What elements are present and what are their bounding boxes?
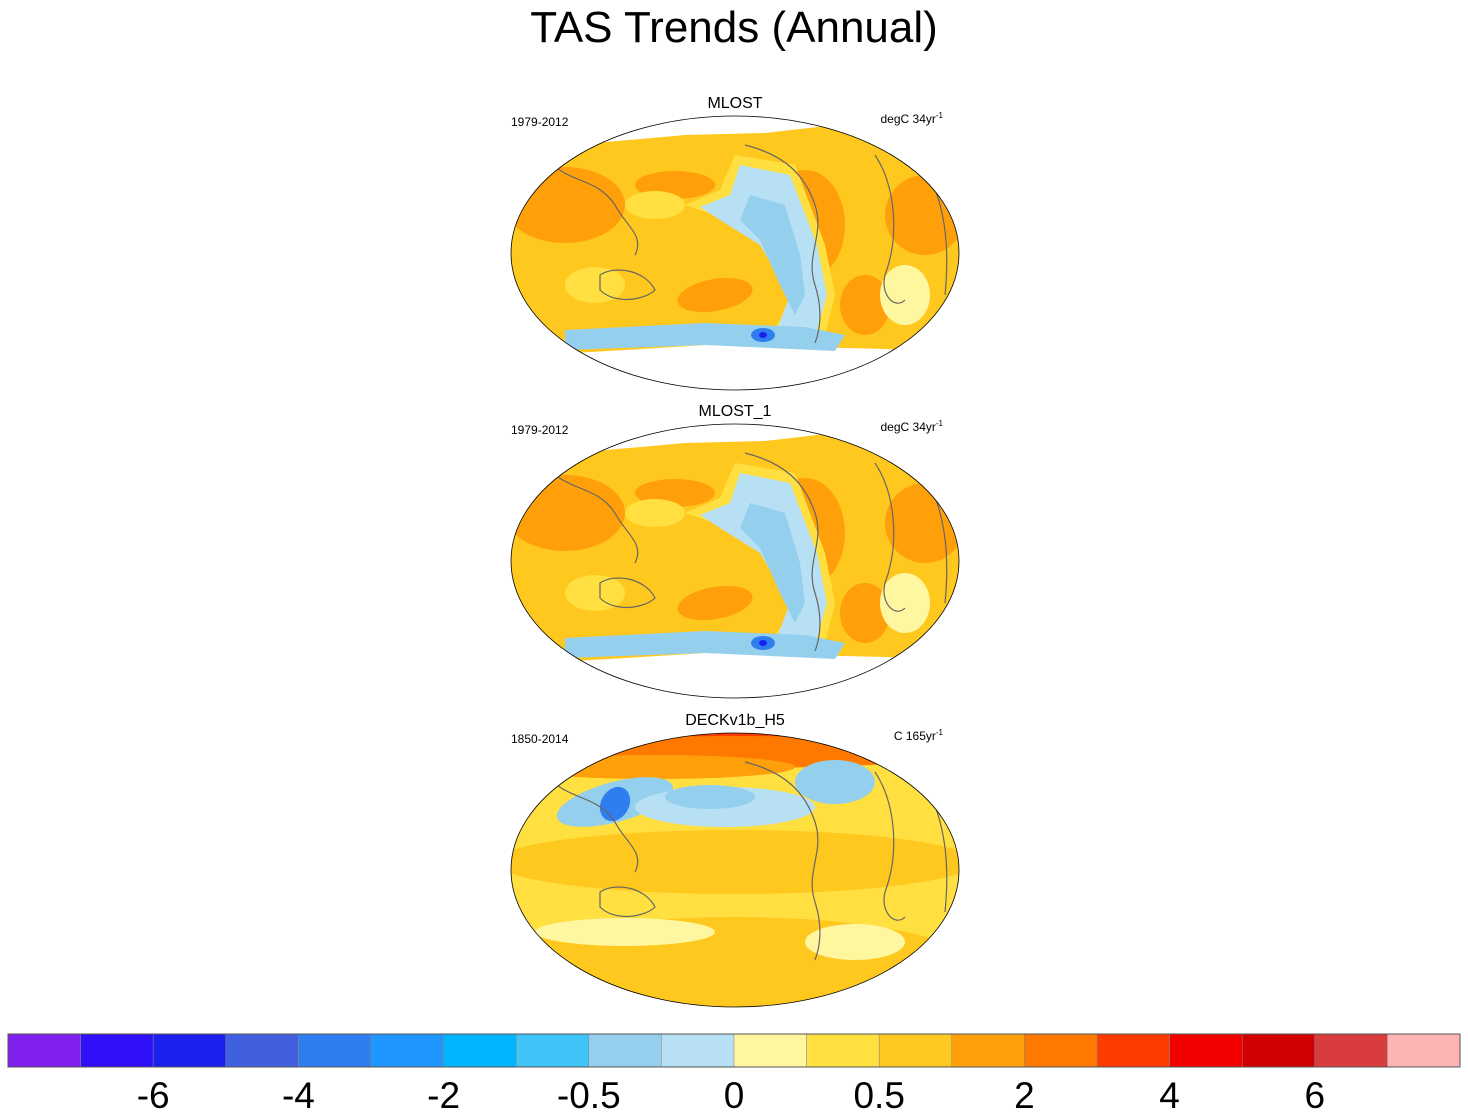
warming-patch-atlantic [840,583,890,643]
colorbar-swatch [7,1033,81,1068]
colorbar-label: -4 [282,1075,315,1116]
map-panel-mlost: MLOST 1979-2012 degC 34yr-1 [505,95,965,400]
map-border [510,423,960,699]
colorbar-frame [7,1033,1461,1068]
panel-units: degC 34yr-1 [880,419,944,434]
map-panel-mlost-1: MLOST_1 1979-2012 degC 34yr-1 [505,403,965,708]
colorbar-swatch [515,1033,590,1068]
mild-warming-pacific [625,499,685,527]
panel-period: 1850-2014 [511,732,569,746]
panel-title: MLOST [707,95,763,112]
cooling-pacific-core [740,195,805,315]
colorbar-swatch [661,1033,735,1068]
colorbar-swatch [1169,1033,1243,1068]
strong-cooling-core [759,640,767,646]
weak-warming-south-atlantic [805,924,905,960]
missing-data-south [511,345,959,390]
colorbar-swatch [1241,1033,1316,1068]
map-mlost [510,115,960,391]
colorbar-swatch [1314,1033,1388,1068]
missing-data-south [511,653,959,698]
cooling-north-pacific-core [665,785,755,809]
weak-warming-south-indian [535,918,715,946]
map-border [510,115,960,391]
colorbar-swatch [443,1033,517,1068]
warming-patch-south-pacific [677,277,753,313]
weak-warming-south-atlantic [880,265,930,325]
panel-period: 1979-2012 [511,115,569,129]
colorbar-label: 2 [1014,1075,1035,1116]
colorbar-label: -2 [427,1075,460,1116]
colorbar-swatch [1024,1033,1098,1068]
warming-patch-europe [885,175,959,255]
colorbar-swatch [298,1033,372,1068]
mild-warming-pacific [625,191,685,219]
colorbar-swatch [733,1033,807,1068]
colorbar-swatch [1387,1033,1461,1068]
colorbar-swatch [588,1033,662,1068]
map-deckv1b-h5 [510,732,960,1008]
warming-subarctic [515,755,795,779]
colorbar-label: 4 [1159,1075,1180,1116]
colorbar-swatch [1096,1033,1170,1068]
colorbar: -6 -4 -2 -0.5 0 0.5 2 4 6 [7,1033,1461,1116]
warming-patch-eurasia [511,167,625,243]
warming-patch-eurasia [511,475,625,551]
colorbar-swatch [951,1033,1025,1068]
figure-title: TAS Trends (Annual) [530,3,938,52]
cooling-southern-ocean [565,631,845,659]
mild-warming-australia [565,575,625,611]
colorbar-swatch [225,1033,299,1068]
colorbar-swatch [152,1033,227,1068]
colorbar-swatch [806,1033,880,1068]
warming-patch-europe [885,483,959,563]
mild-warming-australia [565,267,625,303]
strong-cooling-core [759,332,767,338]
colorbar-label: -0.5 [557,1075,621,1116]
weak-warming-south-atlantic [880,573,930,633]
colorbar-label: 0.5 [853,1075,904,1116]
colorbar-swatch [80,1033,154,1068]
map-mlost-1 [510,423,960,699]
coastlines [544,761,948,961]
map-border [510,732,960,1008]
cooling-southern-ocean [565,323,845,351]
colorbar-label: 6 [1305,1075,1326,1116]
warming-patch-south-pacific [677,585,753,621]
colorbar-swatch [370,1033,444,1068]
map-panel-deckv1b-h5: DECKv1b_H5 1850-2014 C 165yr-1 [505,712,965,1017]
colorbar-label: 0 [724,1075,745,1116]
panel-period: 1979-2012 [511,423,569,437]
warming-tropical-band [511,830,959,894]
panel-title: DECKv1b_H5 [685,712,785,729]
panel-units: C 165yr-1 [893,728,943,743]
panel-title: MLOST_1 [698,403,772,420]
colorbar-label: -6 [137,1075,170,1116]
cooling-north-atlantic [795,760,875,804]
cooling-pacific-core [740,503,805,623]
warming-patch-atlantic [840,275,890,335]
panel-units: degC 34yr-1 [880,111,944,126]
colorbar-swatch [878,1033,953,1068]
